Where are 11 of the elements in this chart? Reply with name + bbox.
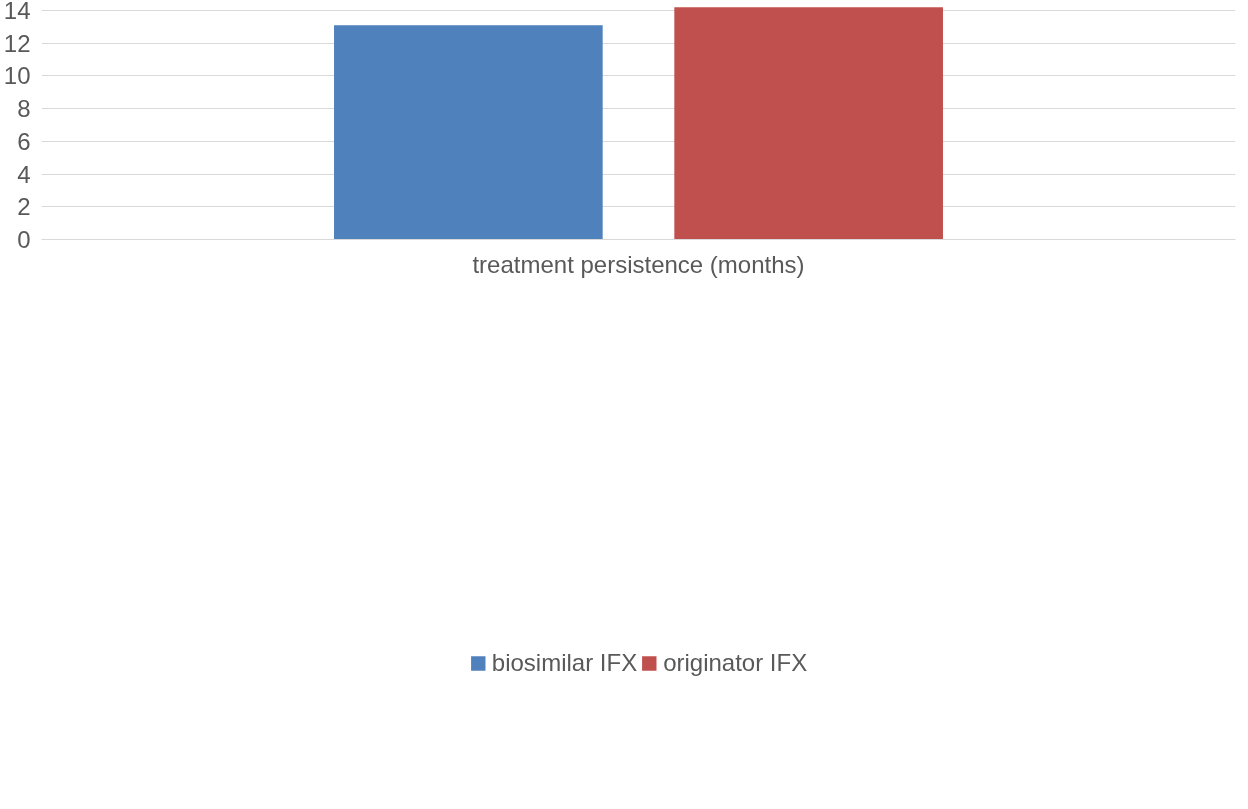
y-tick-label: 12 [3, 29, 31, 57]
y-tick-label: 10 [3, 62, 31, 90]
x-tick-label: treatment persistence (months) [472, 250, 805, 278]
y-tick-label: 0 [17, 226, 31, 253]
y-tick-label: 14 [3, 0, 31, 24]
y-tick-label: 8 [17, 95, 31, 123]
legend-label: biosimilar IFX [491, 649, 638, 677]
legend-label: originator IFX [663, 649, 808, 677]
y-tick-label: 2 [17, 193, 31, 221]
y-tick-label: 6 [17, 127, 31, 155]
y-tick-label: 4 [17, 160, 31, 188]
